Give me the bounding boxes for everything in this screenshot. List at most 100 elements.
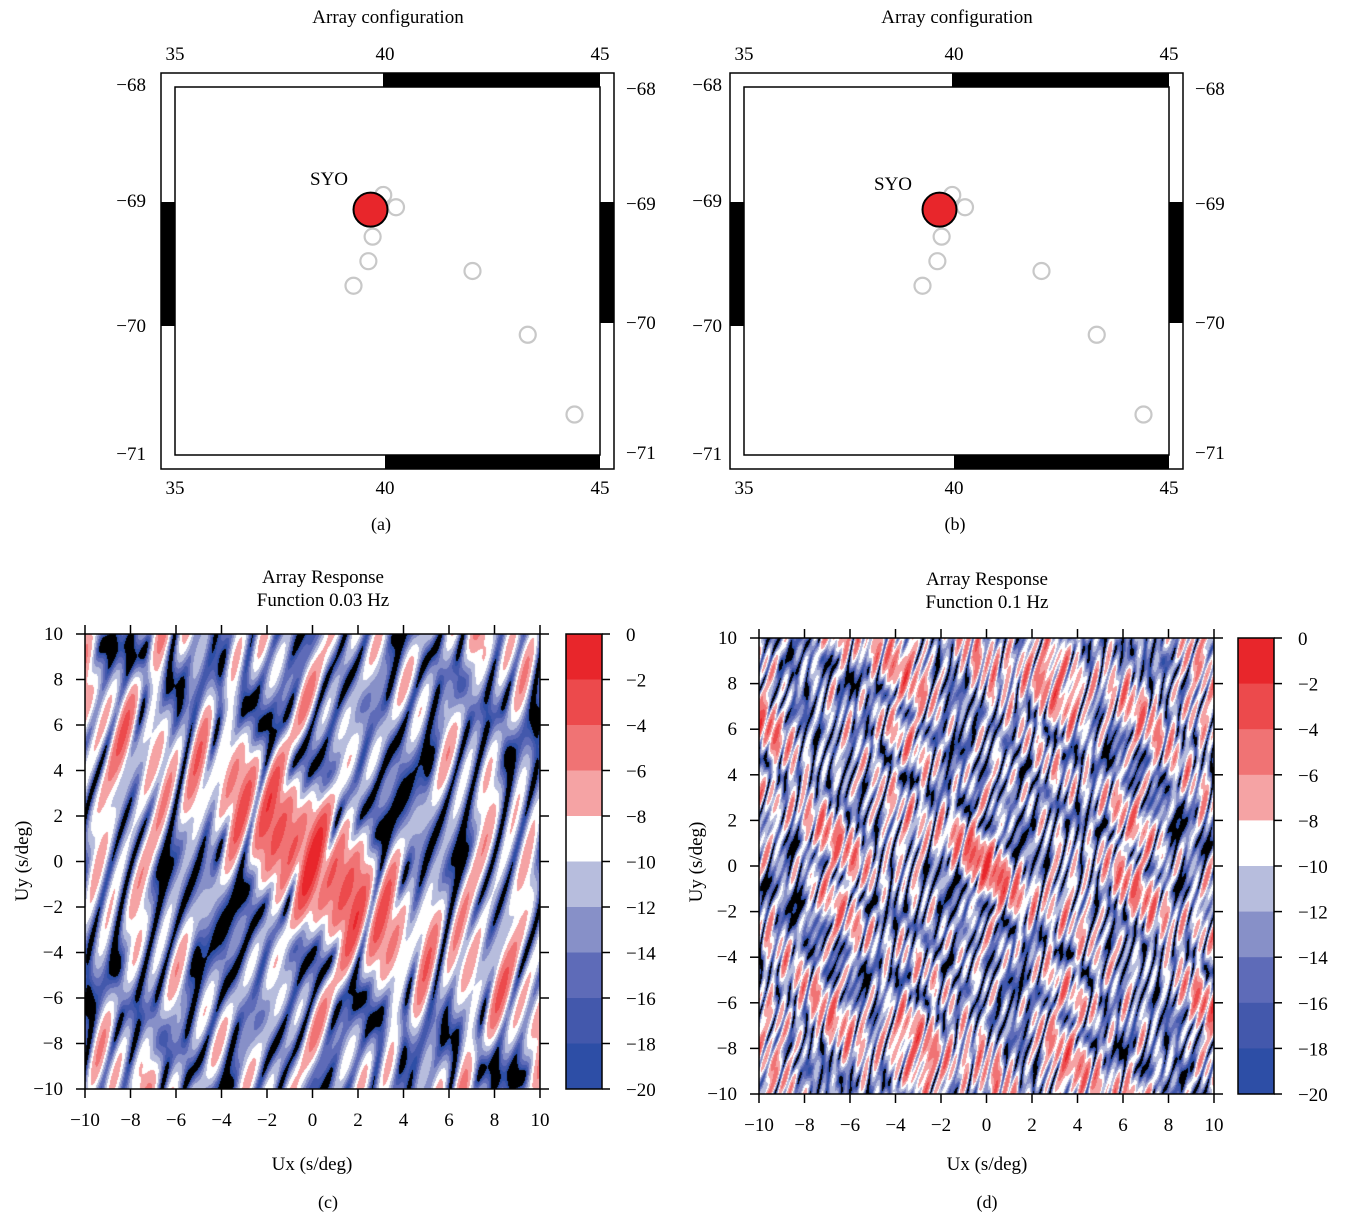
panel-a-xtick-top-0: 35 xyxy=(166,44,185,65)
x-tick-label: −8 xyxy=(794,1115,814,1136)
panel-c-heatmap: Array Response Function 0.03 Hz −10 −8 −6 −… xyxy=(12,567,656,1213)
colorbar-tick-label: −10 xyxy=(1298,857,1328,878)
panel-c-xlabel: Ux (s/deg) xyxy=(272,1154,353,1175)
panel-d-heatmap: Array Response Function 0.1 Hz −10 −8 −6 −4… xyxy=(686,569,1328,1213)
panel-d-title-line-2: Function 0.1 Hz xyxy=(926,592,1049,613)
panel-b-ytick-right-2: −70 xyxy=(1195,313,1225,334)
colorbar-segment xyxy=(1238,1002,1274,1049)
panel-b-ytick-right-3: −71 xyxy=(1195,443,1225,464)
panel-d-plot xyxy=(759,638,1214,1094)
y-tick-label: 4 xyxy=(728,765,738,786)
x-tick-label: 0 xyxy=(308,1110,318,1131)
colorbar-segment xyxy=(566,725,602,771)
colorbar-segment xyxy=(1238,820,1274,867)
panel-a-ytick-left-1: −69 xyxy=(116,191,146,212)
colorbar-segment xyxy=(566,1043,602,1090)
colorbar-segment xyxy=(566,770,602,817)
x-tick-label: 0 xyxy=(982,1115,992,1136)
colorbar-tick-label: −6 xyxy=(626,762,646,783)
colorbar-tick-label: −4 xyxy=(626,716,647,737)
colorbar-segment xyxy=(1238,911,1274,958)
panel-c-ticks: −10 −8 −6 −4 −2 0 2 4 6 8 10 10 8 6 4 2 0 −2 −4 −6 −8 −10 xyxy=(33,624,549,1131)
panel-a-ytick-left-0: −68 xyxy=(116,75,146,96)
x-tick-label: −2 xyxy=(931,1115,951,1136)
y-tick-label: −8 xyxy=(43,1034,63,1055)
panel-b-ytick-right-0: −68 xyxy=(1195,79,1225,100)
y-tick-label: −6 xyxy=(717,993,737,1014)
panel-a-ytick-right-0: −68 xyxy=(626,79,656,100)
array-site-marker xyxy=(1032,261,1051,281)
array-site-marker xyxy=(463,261,482,281)
panel-d-ticks: −10 −8 −6 −4 −2 0 2 4 6 8 10 10 8 6 4 2 0 −2 −4 −6 −8 −10 xyxy=(707,628,1223,1136)
y-tick-label: 0 xyxy=(728,856,738,877)
y-tick-label: 6 xyxy=(54,715,64,736)
panel-a-map: Array configuration 35 40 45 35 40 45 −6… xyxy=(116,7,655,535)
panel-b-ytick-left-2: −70 xyxy=(692,316,722,337)
panel-b-xtick-top-1: 40 xyxy=(945,44,964,65)
panel-a-ytick-right-2: −70 xyxy=(626,313,656,334)
panel-b-stations xyxy=(913,185,1153,424)
colorbar-segment xyxy=(566,679,602,726)
colorbar-tick-label: −14 xyxy=(1298,948,1328,969)
x-tick-label: 8 xyxy=(1164,1115,1174,1136)
array-site-marker xyxy=(913,276,932,295)
colorbar-tick-label: −8 xyxy=(626,807,646,828)
colorbar-tick-label: −8 xyxy=(1298,811,1318,832)
colorbar-tick-label: −16 xyxy=(626,989,656,1010)
panel-d-xlabel: Ux (s/deg) xyxy=(947,1154,1028,1175)
panel-c-ylabel: Uy (s/deg) xyxy=(12,821,33,902)
y-tick-label: 8 xyxy=(54,670,64,691)
x-tick-label: 2 xyxy=(353,1110,363,1131)
y-tick-label: −4 xyxy=(43,943,64,964)
colorbar-segment xyxy=(1238,866,1274,913)
panel-c-title-line-1: Array Response xyxy=(262,567,384,588)
colorbar-segment xyxy=(566,998,602,1044)
array-site-marker xyxy=(565,405,584,424)
x-tick-label: −2 xyxy=(257,1110,277,1131)
x-tick-label: 6 xyxy=(444,1110,454,1131)
panel-a-stations xyxy=(344,185,584,424)
y-tick-label: 10 xyxy=(718,628,737,649)
colorbar-segment xyxy=(1238,683,1274,730)
panel-b-xtick-bottom-1: 40 xyxy=(945,478,964,499)
x-tick-label: 8 xyxy=(490,1110,500,1131)
panel-b-frame xyxy=(729,72,1184,470)
x-tick-label: −10 xyxy=(70,1110,100,1131)
panel-a-frame xyxy=(160,72,615,470)
colorbar-segment xyxy=(566,816,602,862)
y-tick-label: 10 xyxy=(44,624,63,645)
y-tick-label: −4 xyxy=(717,947,738,968)
array-site-marker xyxy=(928,252,947,271)
colorbar-tick-label: 0 xyxy=(626,625,636,646)
colorbar-tick-label: 0 xyxy=(1298,629,1308,650)
station-marker-syo xyxy=(921,191,958,228)
x-tick-label: 10 xyxy=(531,1110,550,1131)
array-site-marker xyxy=(344,276,363,295)
panel-a-ytick-right-3: −71 xyxy=(626,443,656,464)
panel-a-ytick-right-1: −69 xyxy=(626,194,656,215)
colorbar-tick-label: −18 xyxy=(626,1035,656,1056)
x-tick-label: −6 xyxy=(840,1115,860,1136)
y-tick-label: −2 xyxy=(43,897,63,918)
panel-a-ytick-left-3: −71 xyxy=(116,444,146,465)
panel-b-ytick-left-0: −68 xyxy=(692,75,722,96)
panel-a-xtick-top-1: 40 xyxy=(376,44,395,65)
y-tick-label: 2 xyxy=(728,810,738,831)
panel-c-colorbar: 0 −2 −4 −6 −8 −10 −12 −14 −16 −18 −20 xyxy=(565,625,656,1101)
colorbar-segment xyxy=(1238,957,1274,1004)
x-tick-label: 4 xyxy=(1073,1115,1083,1136)
panel-a-xtick-bottom-2: 45 xyxy=(591,478,610,499)
colorbar-tick-label: −20 xyxy=(626,1080,656,1101)
colorbar-segment xyxy=(566,634,602,680)
x-tick-label: −8 xyxy=(120,1110,140,1131)
y-tick-label: −10 xyxy=(707,1084,737,1105)
colorbar-tick-label: −2 xyxy=(626,671,646,692)
colorbar-segment xyxy=(566,952,602,999)
panel-b-ytick-left-1: −69 xyxy=(692,191,722,212)
colorbar-tick-label: −12 xyxy=(626,898,656,919)
panel-c-title-line-2: Function 0.03 Hz xyxy=(257,590,389,611)
panel-b-ytick-right-1: −69 xyxy=(1195,194,1225,215)
y-tick-label: 8 xyxy=(728,674,738,695)
panel-d-ylabel: Uy (s/deg) xyxy=(686,822,707,903)
panel-a-xtick-top-2: 45 xyxy=(591,44,610,65)
